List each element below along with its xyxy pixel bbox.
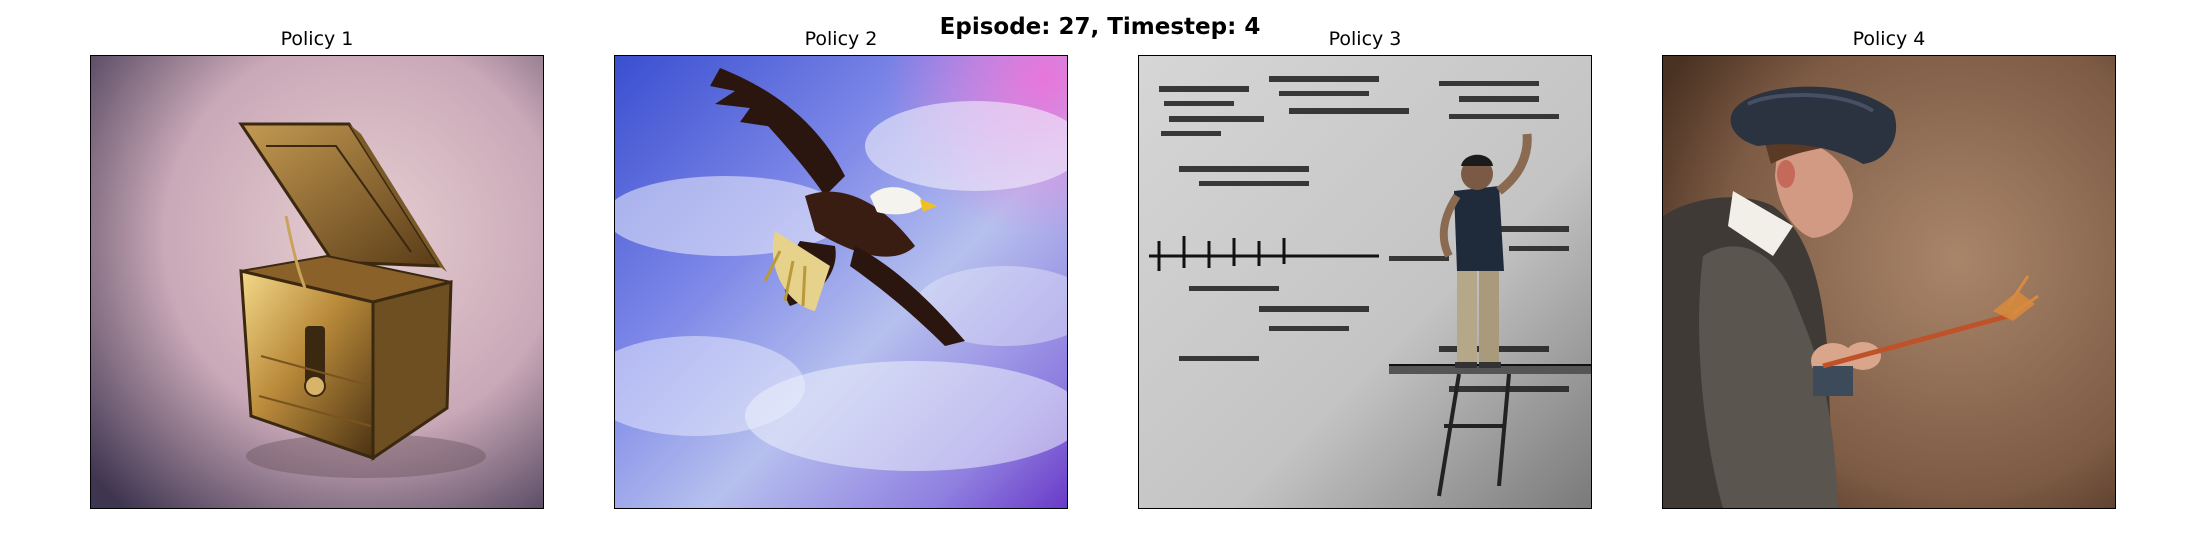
panel-policy-3: Policy 3 — [1138, 26, 1592, 509]
panel-title: Policy 1 — [90, 26, 544, 53]
man-painting-wall-image — [1138, 55, 1592, 509]
painter-portrait-image — [1662, 55, 2116, 509]
panel-policy-1: Policy 1 — [90, 26, 544, 509]
bald-eagle-image — [614, 55, 1068, 509]
panel-policy-2: Policy 2 — [614, 26, 1068, 509]
treasure-chest-image — [90, 55, 544, 509]
panel-policy-4: Policy 4 — [1662, 26, 2116, 509]
panel-title: Policy 4 — [1662, 26, 2116, 53]
panel-title: Policy 2 — [614, 26, 1068, 53]
panel-title: Policy 3 — [1138, 26, 1592, 53]
